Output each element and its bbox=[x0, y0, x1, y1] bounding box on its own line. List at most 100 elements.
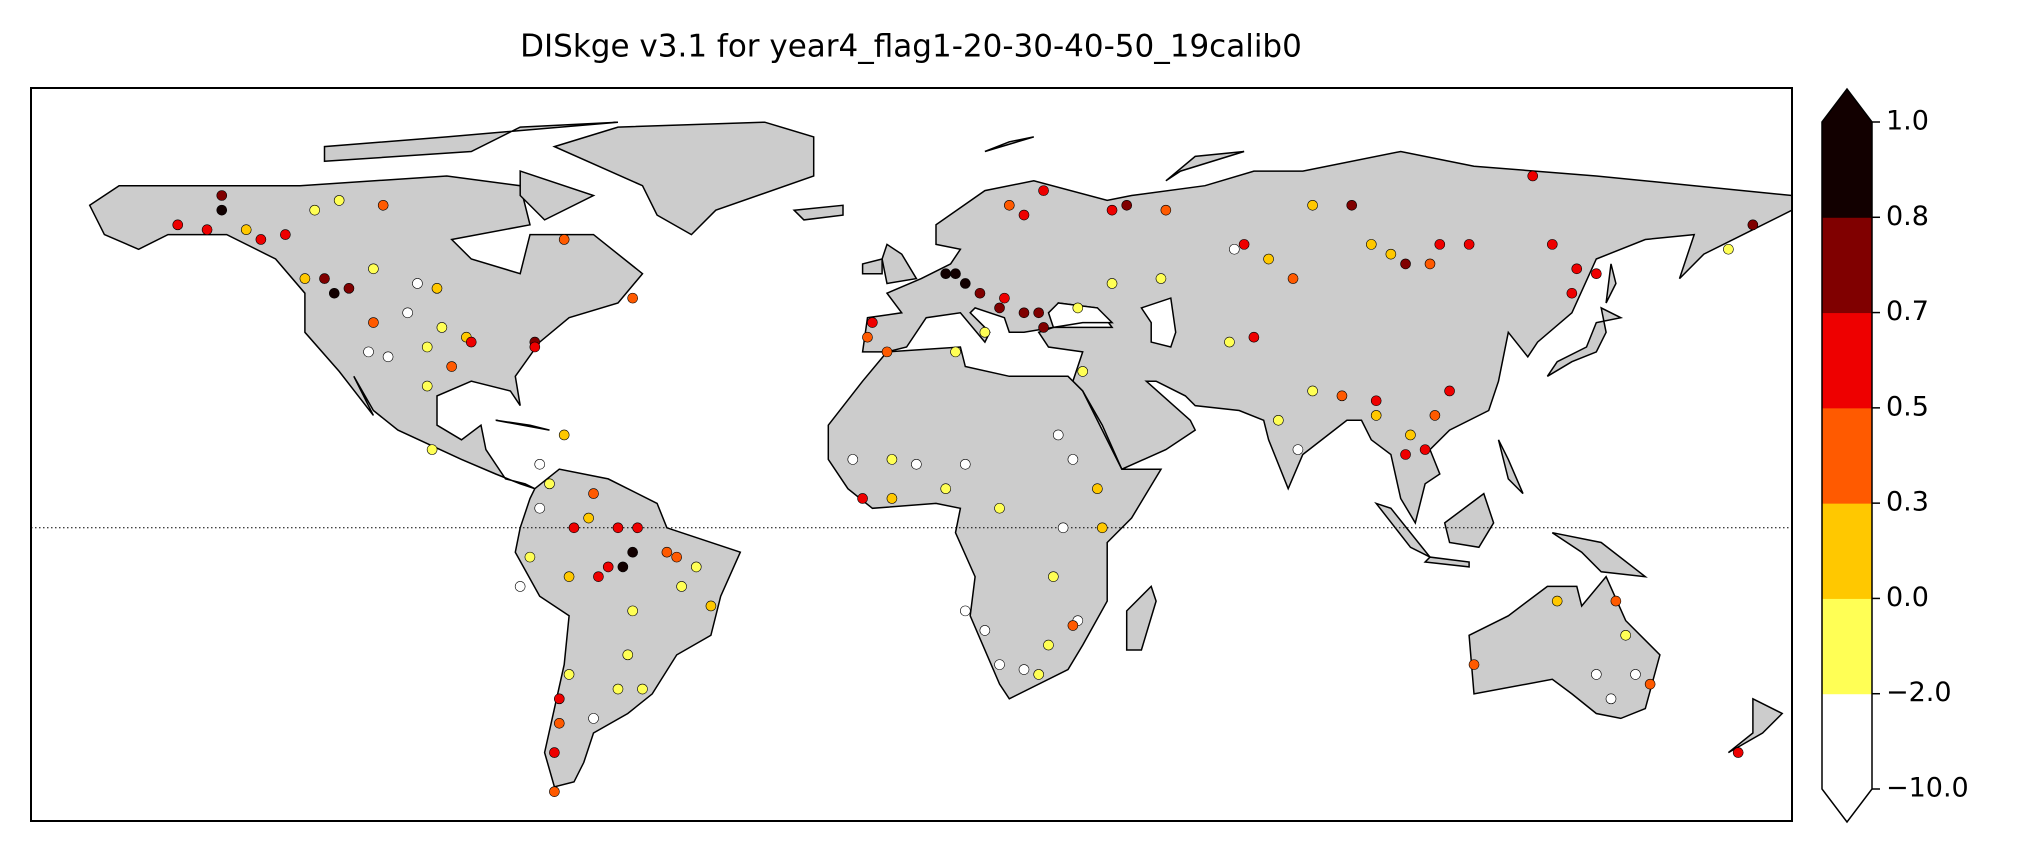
station bbox=[1018, 209, 1030, 221]
station bbox=[1630, 669, 1641, 680]
station bbox=[994, 302, 1005, 314]
station bbox=[1419, 444, 1431, 455]
station bbox=[671, 551, 683, 563]
landmass bbox=[323, 121, 619, 163]
station bbox=[627, 605, 638, 617]
station bbox=[563, 669, 575, 680]
station bbox=[1370, 410, 1382, 421]
station bbox=[240, 224, 252, 236]
station bbox=[1106, 204, 1118, 216]
station bbox=[544, 478, 555, 490]
station bbox=[1605, 693, 1617, 705]
station bbox=[661, 546, 673, 558]
station bbox=[690, 561, 702, 573]
station bbox=[382, 351, 394, 363]
landmass bbox=[1165, 150, 1245, 182]
station bbox=[593, 571, 604, 582]
station bbox=[1366, 239, 1377, 250]
station bbox=[1547, 239, 1558, 250]
station bbox=[534, 458, 546, 470]
station bbox=[1307, 385, 1318, 397]
station bbox=[280, 229, 291, 240]
landmass bbox=[1605, 263, 1617, 304]
station bbox=[979, 327, 991, 338]
station bbox=[950, 346, 961, 358]
station bbox=[999, 292, 1010, 304]
station bbox=[1155, 273, 1167, 284]
map-title: DISkge v3.1 for year4_flag1-20-30-40-50_… bbox=[520, 29, 1302, 65]
station bbox=[1033, 307, 1044, 319]
station bbox=[436, 322, 448, 333]
colorbar-segment bbox=[1822, 693, 1872, 790]
colorbar-segment bbox=[1822, 503, 1872, 599]
landmass bbox=[1497, 439, 1524, 495]
station bbox=[886, 493, 898, 504]
station bbox=[1224, 336, 1235, 348]
station bbox=[1468, 659, 1480, 670]
station bbox=[558, 234, 570, 245]
station bbox=[1370, 395, 1382, 407]
station bbox=[1160, 204, 1172, 216]
station bbox=[1121, 199, 1133, 211]
station bbox=[1429, 410, 1441, 421]
station bbox=[558, 429, 570, 441]
station bbox=[534, 502, 546, 514]
landmass bbox=[984, 136, 1035, 153]
station bbox=[1057, 522, 1069, 534]
station bbox=[940, 483, 952, 495]
station bbox=[1444, 385, 1455, 397]
station bbox=[637, 683, 648, 695]
land bbox=[31, 121, 1792, 788]
landmass bbox=[881, 243, 918, 285]
station bbox=[627, 292, 638, 304]
inland-sea bbox=[1047, 302, 1114, 329]
station bbox=[1248, 331, 1260, 343]
station bbox=[1591, 268, 1602, 279]
station bbox=[368, 317, 379, 328]
station bbox=[1273, 414, 1284, 426]
station bbox=[1566, 287, 1578, 299]
station bbox=[1424, 258, 1436, 270]
station bbox=[524, 551, 536, 563]
landmass bbox=[514, 468, 742, 788]
station bbox=[1527, 170, 1539, 182]
station bbox=[1043, 639, 1054, 651]
station bbox=[627, 546, 638, 558]
station bbox=[1434, 239, 1446, 250]
station bbox=[1463, 239, 1475, 250]
station bbox=[309, 204, 321, 216]
station bbox=[1610, 595, 1622, 607]
colorbar-extend-over bbox=[1822, 89, 1872, 122]
station bbox=[553, 693, 565, 705]
station bbox=[1400, 449, 1411, 460]
station bbox=[172, 219, 184, 231]
station bbox=[940, 268, 952, 279]
station bbox=[333, 195, 345, 206]
station bbox=[602, 561, 614, 573]
station bbox=[612, 522, 624, 534]
landmass bbox=[1443, 492, 1495, 549]
stations bbox=[172, 170, 1759, 797]
station bbox=[1336, 390, 1348, 402]
station bbox=[1048, 571, 1059, 582]
landmass bbox=[552, 121, 815, 236]
station bbox=[431, 283, 443, 294]
station bbox=[1405, 429, 1416, 441]
station bbox=[1263, 253, 1274, 265]
station bbox=[1038, 185, 1049, 196]
colorbar-segment bbox=[1822, 122, 1872, 218]
station bbox=[363, 346, 374, 358]
landmass bbox=[88, 175, 644, 490]
station bbox=[563, 571, 575, 582]
colorbar-extend-under bbox=[1822, 789, 1872, 822]
station bbox=[867, 317, 878, 328]
station bbox=[1385, 248, 1397, 260]
station bbox=[549, 747, 560, 758]
station bbox=[1052, 429, 1064, 441]
colorbar-tick-label: 0.7 bbox=[1886, 296, 1929, 327]
station bbox=[960, 458, 971, 470]
station bbox=[1400, 258, 1411, 270]
station bbox=[1747, 219, 1759, 231]
station bbox=[1004, 199, 1015, 211]
